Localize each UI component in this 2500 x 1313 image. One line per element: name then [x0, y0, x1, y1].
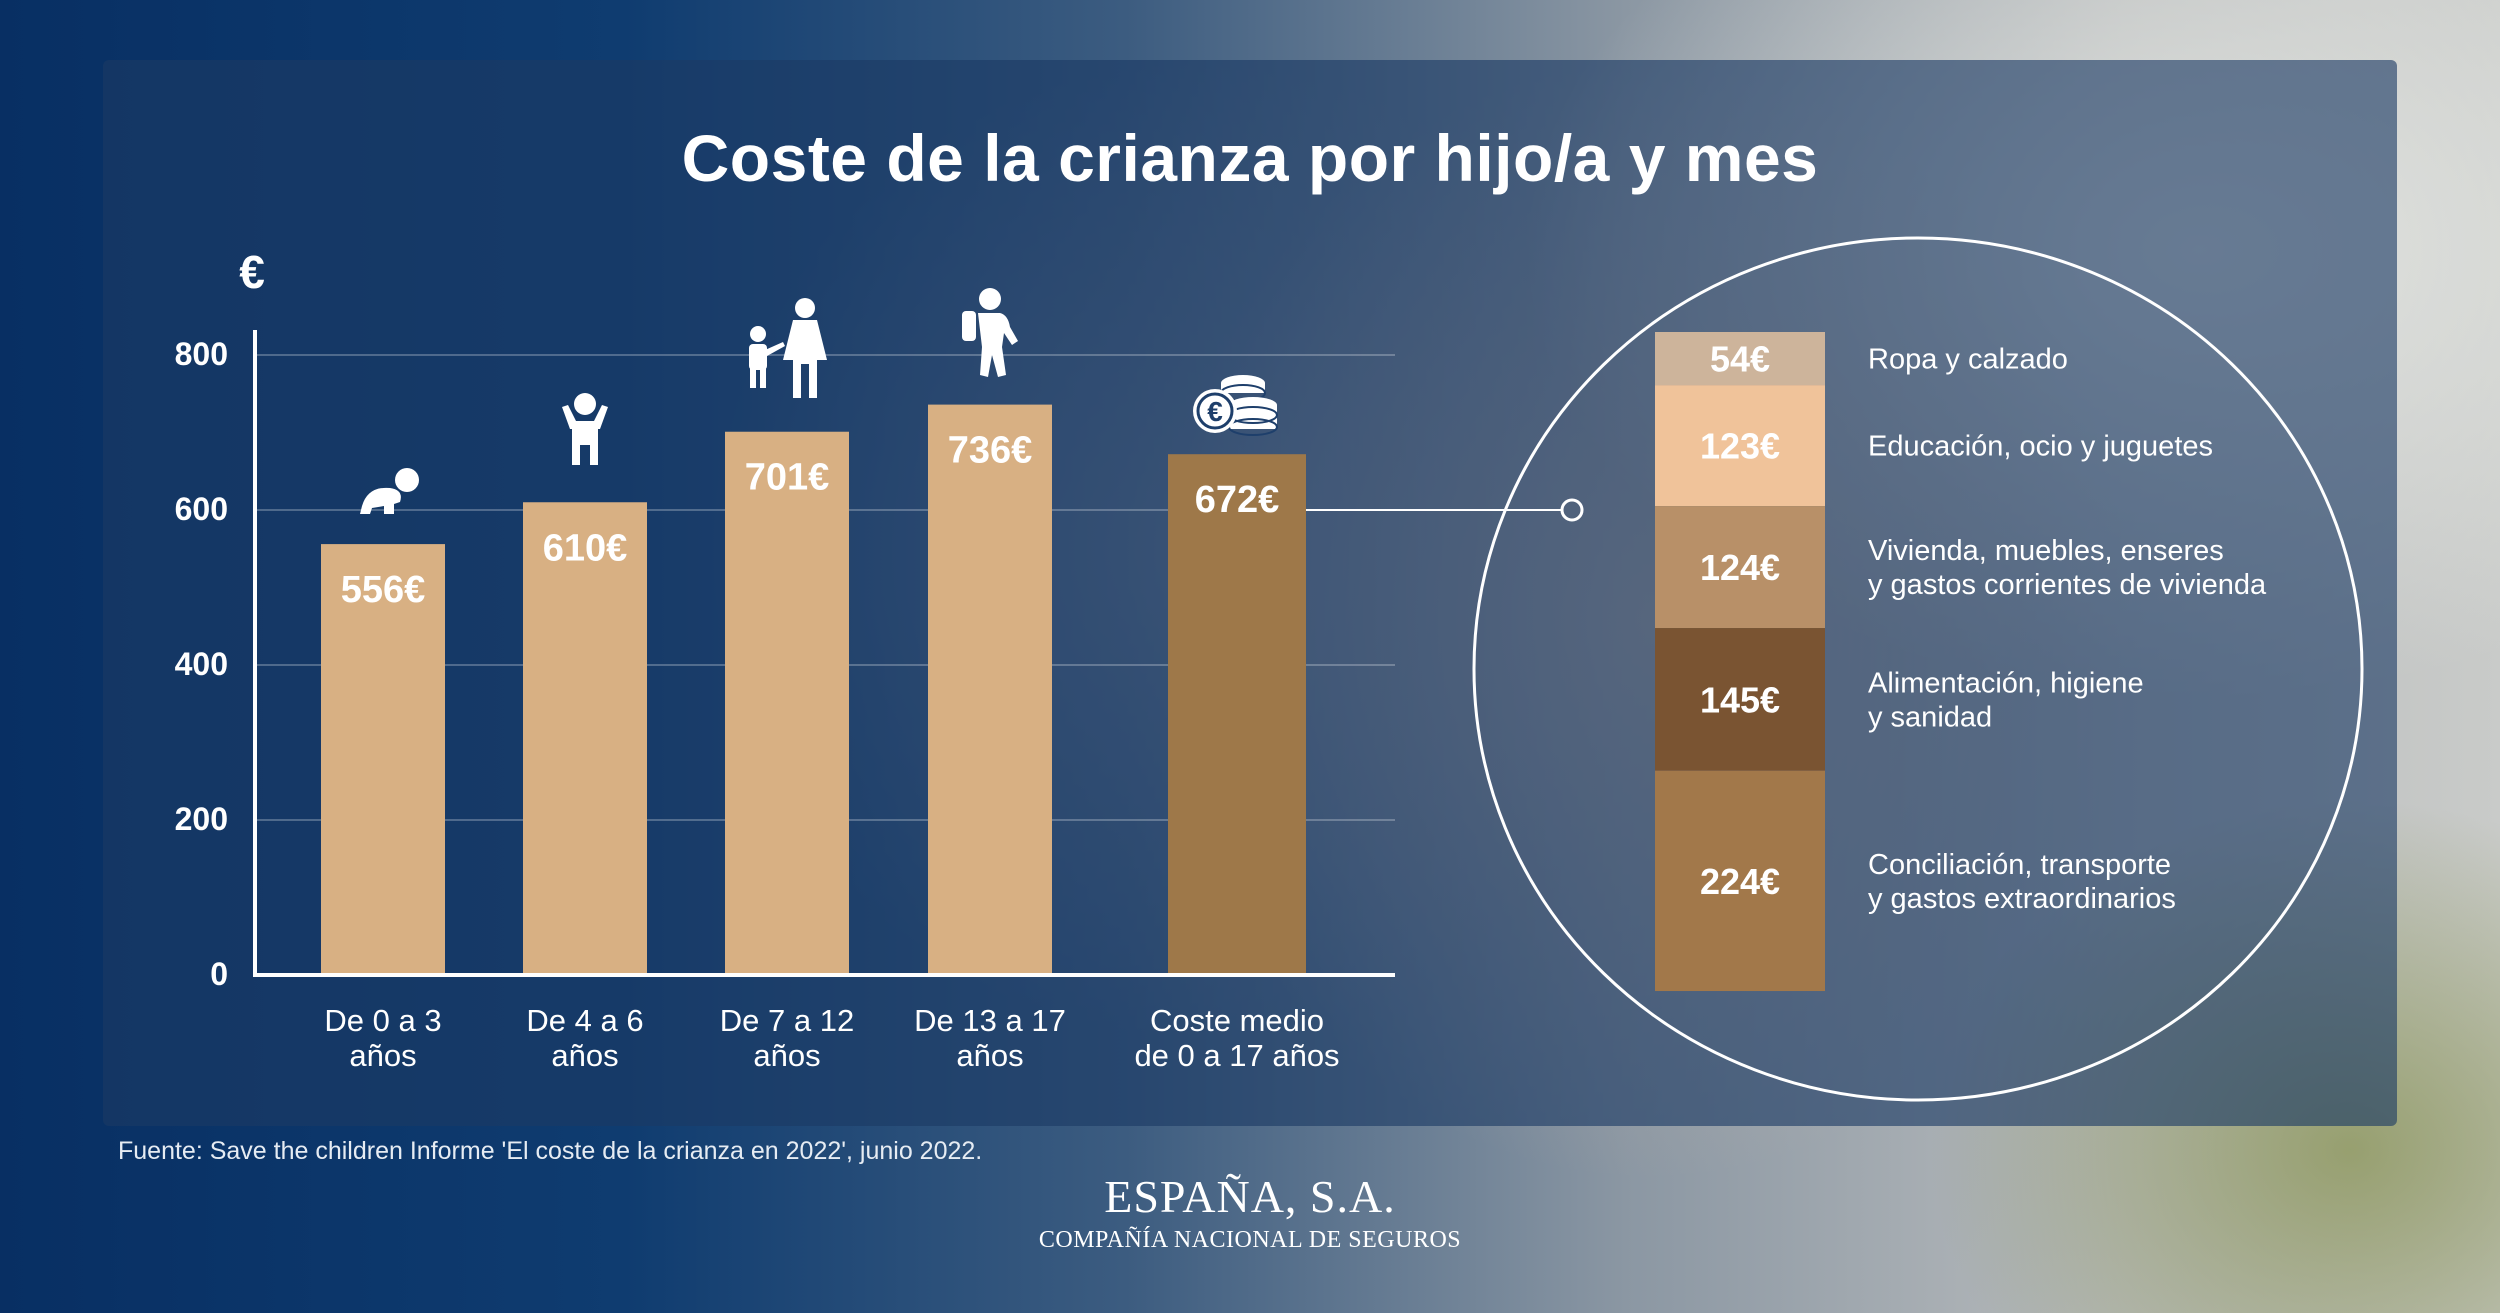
x-tick-label: De 4 a 6 [526, 1003, 643, 1038]
bar-value-label: 556€ [341, 569, 426, 611]
bar [321, 544, 445, 975]
brand-name: ESPAÑA, S.A. [1104, 1171, 1396, 1222]
bar [1168, 454, 1306, 975]
x-tick-label: años [551, 1038, 618, 1073]
y-tick-label: 0 [210, 956, 228, 992]
stack-segment-category: y gastos extraordinarios [1868, 883, 2176, 915]
y-tick-label: 400 [175, 646, 228, 682]
y-tick-label: 600 [175, 491, 228, 527]
stack-segment [1655, 506, 1825, 629]
stack-segment-category: Conciliación, transporte [1868, 849, 2171, 881]
stack-segment-category: Vivienda, muebles, enseres [1868, 535, 2224, 567]
chart-title: Coste de la crianza por hijo/a y mes [681, 121, 1819, 195]
stack-segment-category: Alimentación, higiene [1868, 667, 2144, 699]
x-tick-label: años [956, 1038, 1023, 1073]
x-tick-label: De 13 a 17 [914, 1003, 1066, 1038]
svg-text:€: € [1207, 396, 1223, 427]
x-tick-label: De 7 a 12 [720, 1003, 854, 1038]
stack-segment-value: 145€ [1700, 679, 1780, 720]
stack-segment [1655, 628, 1825, 771]
bar [725, 431, 849, 976]
bar [523, 502, 647, 975]
connector-dot [1560, 498, 1584, 522]
x-tick-label: años [349, 1038, 416, 1073]
coins-icon: € [1193, 375, 1278, 436]
bar-value-label: 701€ [745, 457, 830, 499]
child-icon [562, 393, 608, 465]
stack-segment [1655, 770, 1825, 992]
stack-segment [1655, 332, 1825, 386]
stack-segment [1655, 385, 1825, 507]
stack-segment-category: Educación, ocio y juguetes [1868, 431, 2213, 463]
brand-subtitle: COMPAÑÍA NACIONAL DE SEGUROS [1038, 1227, 1462, 1253]
bar-value-label: 672€ [1195, 479, 1280, 521]
x-tick-label: Coste medio [1150, 1003, 1324, 1038]
stack-segment-value: 224€ [1700, 861, 1780, 902]
bar-value-label: 736€ [948, 430, 1033, 472]
source-note: Fuente: Save the children Informe 'El co… [118, 1137, 983, 1165]
bar-value-label: 610€ [543, 527, 628, 569]
teen-backpack-icon [962, 288, 1018, 377]
bar [928, 404, 1052, 976]
breakdown-circle [1472, 236, 2364, 1102]
y-axis-label: € [239, 246, 265, 298]
y-tick-label: 800 [175, 336, 228, 372]
parent-child-icon [749, 298, 827, 398]
x-tick-label: De 0 a 3 [324, 1003, 441, 1038]
stack-segment-value: 124€ [1700, 547, 1780, 588]
stack-segment-category: y sanidad [1868, 701, 1992, 733]
stack-segment-category: Ropa y calzado [1868, 344, 2068, 376]
stack-segment-category: y gastos corrientes de vivienda [1868, 569, 2267, 601]
y-tick-label: 200 [175, 801, 228, 837]
x-tick-label: de 0 a 17 años [1134, 1038, 1339, 1073]
baby-icon [360, 468, 419, 514]
stack-segment-value: 123€ [1700, 426, 1780, 467]
x-tick-label: años [753, 1038, 820, 1073]
stack-segment-value: 54€ [1710, 339, 1770, 380]
